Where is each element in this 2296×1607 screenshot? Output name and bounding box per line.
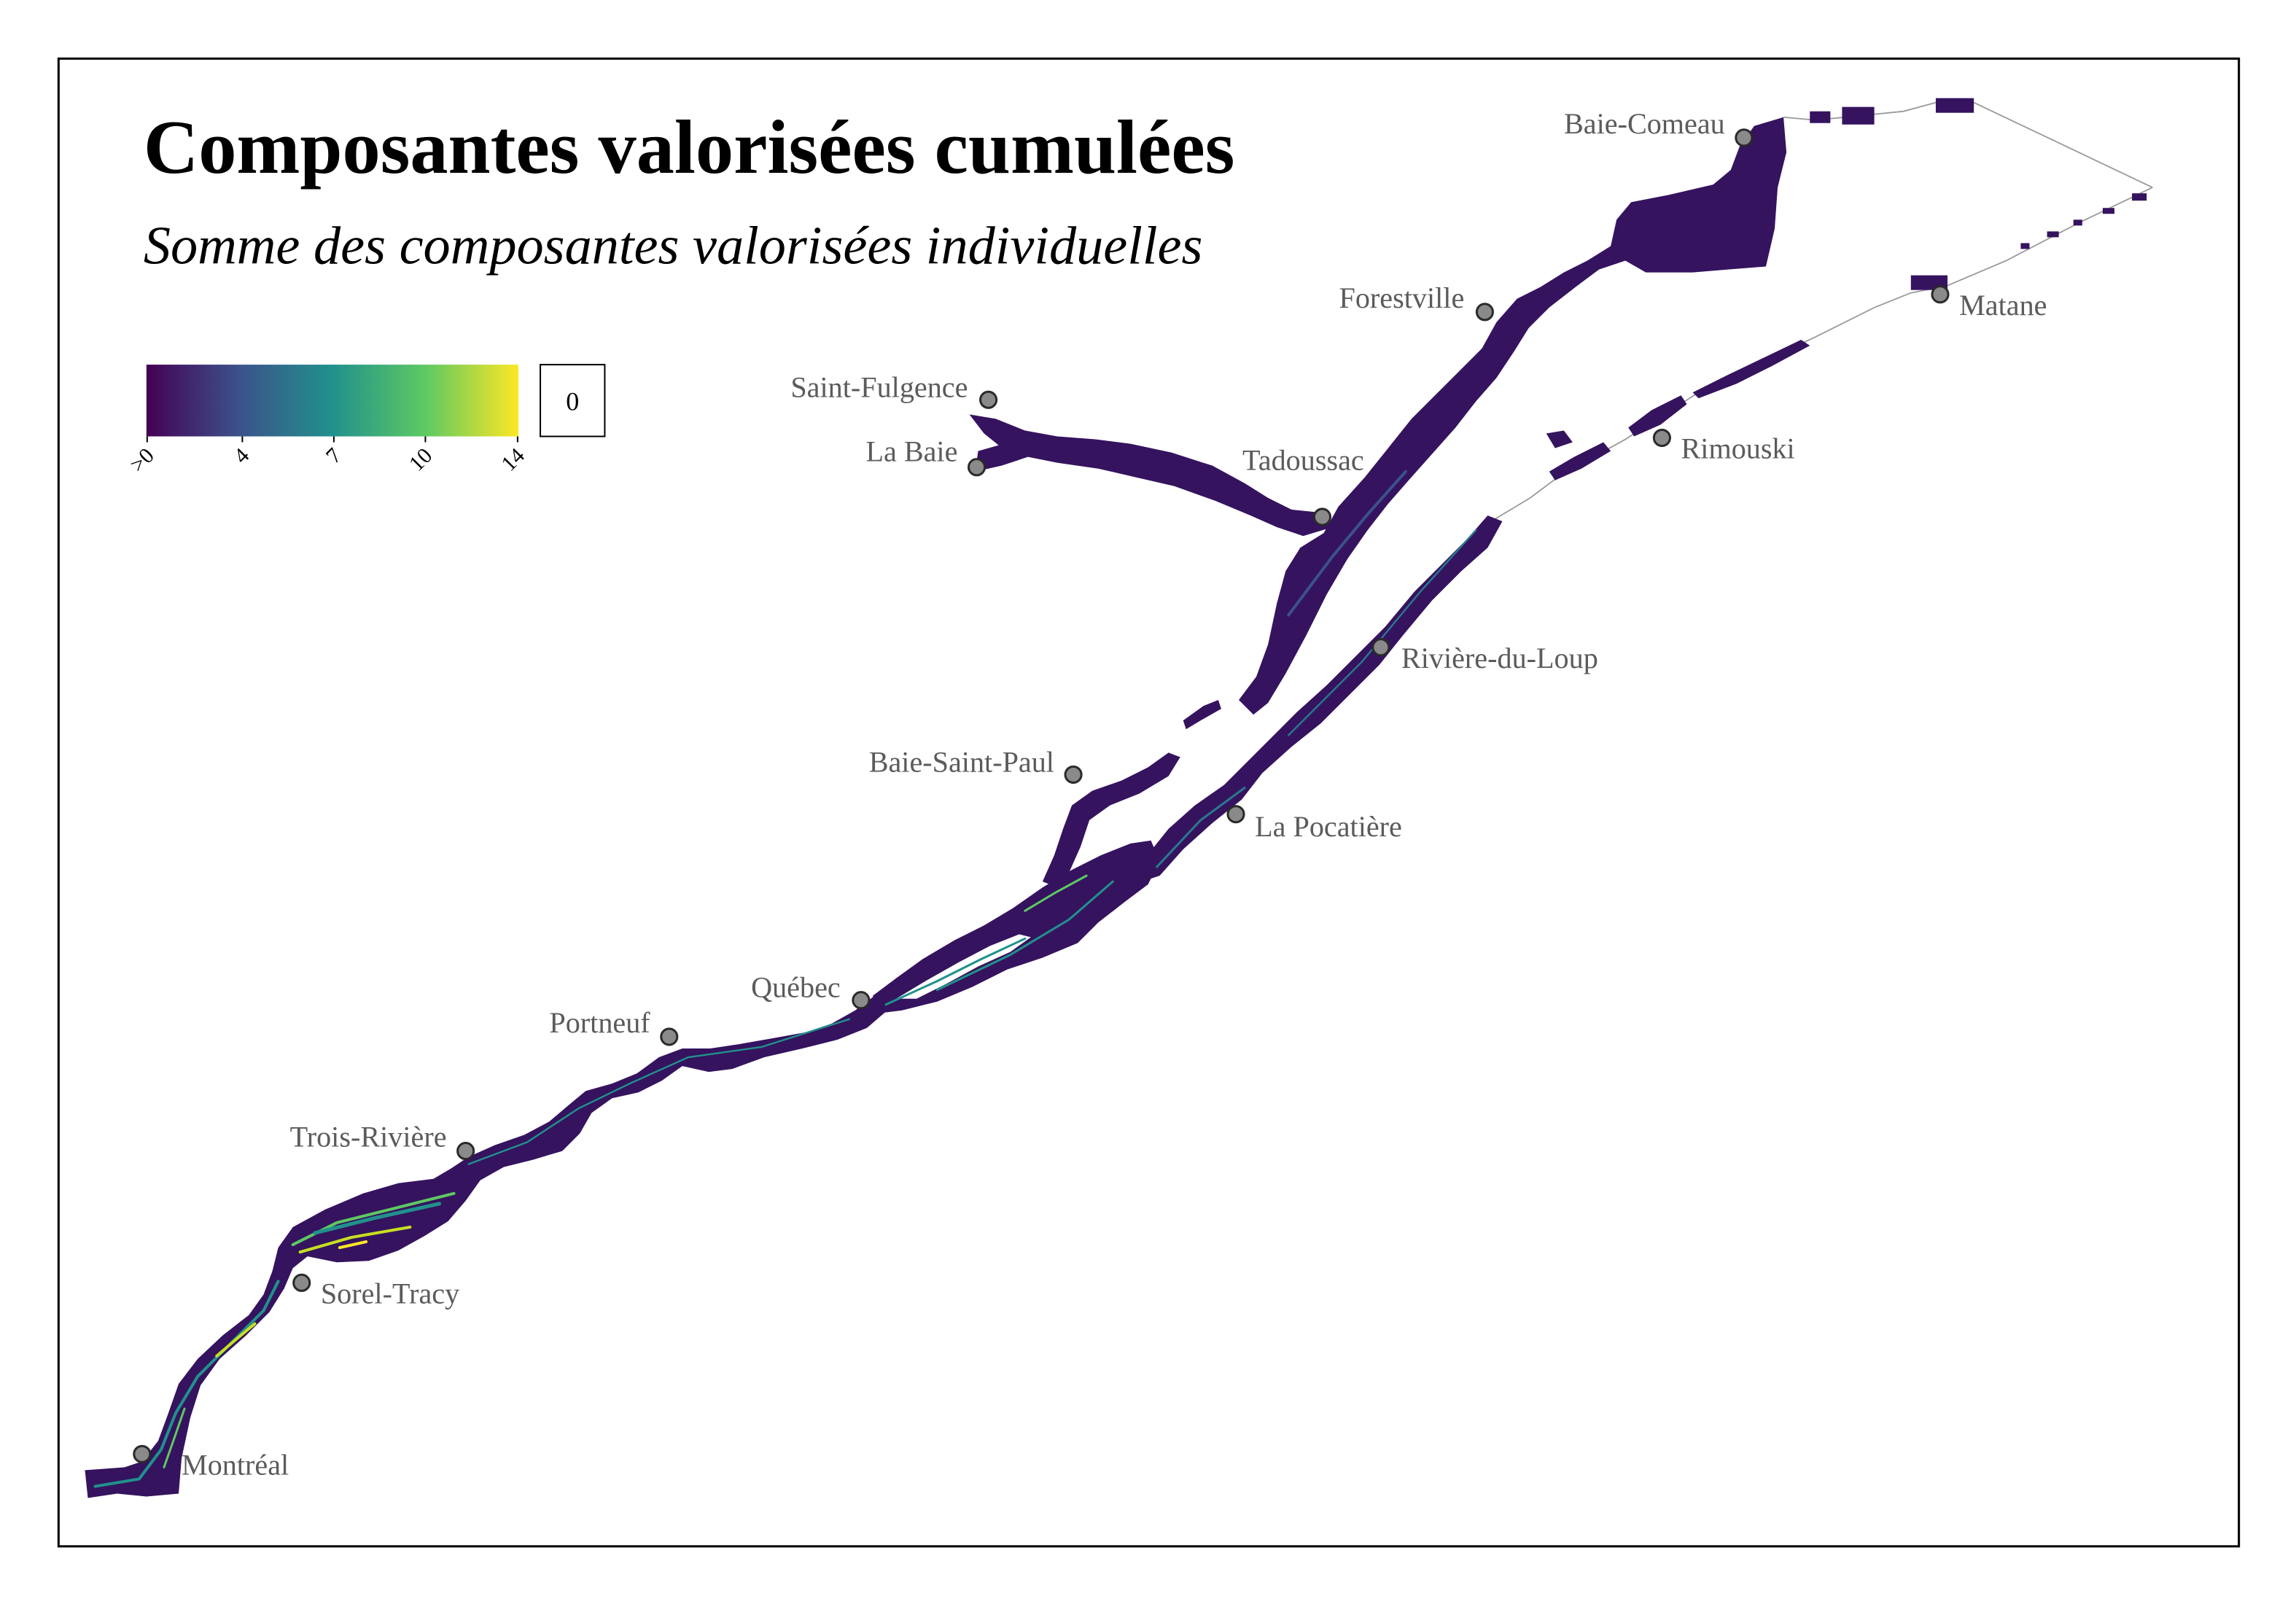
city-marker-sorel-tracy xyxy=(292,1273,311,1292)
high-value-texture xyxy=(93,470,1477,1488)
legend-tick-label: 4 xyxy=(229,443,254,469)
south-band-blue xyxy=(1288,529,1477,736)
legend-tick-label: 10 xyxy=(404,443,437,476)
gulf-fragment-2 xyxy=(2047,231,2059,238)
city-marker-matane xyxy=(1931,285,1950,304)
city-marker-la-baie xyxy=(967,458,986,477)
city-label-la-pocatiere: La Pocatière xyxy=(1255,810,1402,843)
city-marker-rimouski xyxy=(1652,428,1671,448)
legend-na-box xyxy=(540,364,606,437)
montreal-channel-yellow xyxy=(215,1322,257,1358)
map-frame xyxy=(57,57,2241,1548)
quebec-teal-1 xyxy=(884,937,1027,1006)
city-label-montreal: Montréal xyxy=(182,1448,289,1481)
city-label-rimouski: Rimouski xyxy=(1681,432,1795,465)
south-shore-route-line xyxy=(1493,187,2153,521)
color-legend: >0 4 7 10 14 0 xyxy=(125,364,606,478)
south-shore-fragment-3 xyxy=(1692,339,1810,399)
saguenay-fjord xyxy=(969,414,1333,537)
city-label-sorel-tracy: Sorel-Tracy xyxy=(321,1277,459,1310)
quebec-section xyxy=(872,840,1160,1013)
south-estuary-band xyxy=(1124,515,1503,888)
baie-saint-paul-strip xyxy=(1042,752,1180,888)
city-marker-tadoussac xyxy=(1312,507,1332,526)
quebec-green xyxy=(1024,874,1088,912)
legend-tick-label: 14 xyxy=(497,443,529,476)
city-marker-quebec xyxy=(852,991,871,1010)
city-label-tadoussac: Tadoussac xyxy=(1242,444,1364,477)
city-label-forestville: Forestville xyxy=(1339,281,1465,314)
city-label-portneuf: Portneuf xyxy=(549,1006,650,1039)
city-markers xyxy=(133,128,1950,1463)
legend-na-label: 0 xyxy=(566,386,579,416)
upper-river-teal xyxy=(467,1018,851,1165)
north-channel-fragment xyxy=(1183,700,1221,730)
ile-d-orleans-gap xyxy=(896,934,1031,999)
city-label-baie-comeau: Baie-Comeau xyxy=(1564,107,1725,140)
fluvial-section xyxy=(85,992,888,1498)
south-band-teal xyxy=(1156,787,1246,868)
river-layer xyxy=(85,98,2147,1498)
quebec-teal-2 xyxy=(935,880,1114,992)
north-shore-fragment-3 xyxy=(1935,98,1974,113)
gulf-fragment-5 xyxy=(2132,193,2147,201)
map-title: Composantes valorisées cumulées xyxy=(144,105,1235,190)
montreal-channel-green xyxy=(163,1407,186,1468)
north-band-blue xyxy=(1287,470,1407,617)
city-labels: Baie-Comeau Forestville Matane Saint-Ful… xyxy=(182,107,2047,1482)
north-shore-fragment-1 xyxy=(1810,111,1831,123)
city-label-saint-fulgence: Saint-Fulgence xyxy=(790,370,968,403)
city-marker-riviere-du-loup xyxy=(1371,638,1390,657)
legend-colorbar xyxy=(146,365,518,437)
legend-tick-label: 7 xyxy=(321,443,346,469)
montreal-channel-teal xyxy=(93,1280,280,1488)
gulf-fragment-1 xyxy=(2020,243,2030,249)
city-marker-la-pocatiere xyxy=(1226,805,1245,824)
north-estuary-band xyxy=(1239,117,1787,715)
city-marker-montreal xyxy=(133,1444,152,1463)
legend-tick-label: >0 xyxy=(125,443,159,478)
gulf-fragment-3 xyxy=(2073,219,2082,226)
city-marker-baie-comeau xyxy=(1735,128,1754,147)
south-shore-fragment-1 xyxy=(1549,442,1611,480)
city-label-la-baie: La Baie xyxy=(865,435,957,468)
city-marker-baie-saint-paul xyxy=(1064,765,1083,784)
island-fragment xyxy=(1546,430,1573,448)
map-subtitle: Somme des composantes valorisées individ… xyxy=(144,217,1203,276)
gulf-fragment-4 xyxy=(2102,208,2114,214)
lake-teal-line xyxy=(313,1202,441,1235)
north-shore-route-line xyxy=(1783,101,2153,188)
north-shore-fragment-2 xyxy=(1842,106,1875,125)
city-label-trois-riviere: Trois-Rivière xyxy=(290,1121,447,1153)
city-marker-forestville xyxy=(1475,303,1494,322)
lake-yellow-spot xyxy=(338,1240,368,1250)
city-marker-trois-riviere xyxy=(456,1142,475,1161)
legend-ticks xyxy=(146,436,518,443)
city-label-riviere-du-loup: Rivière-du-Loup xyxy=(1401,642,1598,674)
lake-yellow-line xyxy=(298,1225,412,1254)
city-label-quebec: Québec xyxy=(751,971,841,1004)
city-label-matane: Matane xyxy=(1959,289,2047,322)
south-shore-fragment-2 xyxy=(1628,395,1687,437)
city-marker-portneuf xyxy=(660,1027,679,1046)
city-marker-saint-fulgence xyxy=(979,390,998,409)
city-label-baie-saint-paul: Baie-Saint-Paul xyxy=(869,745,1054,778)
